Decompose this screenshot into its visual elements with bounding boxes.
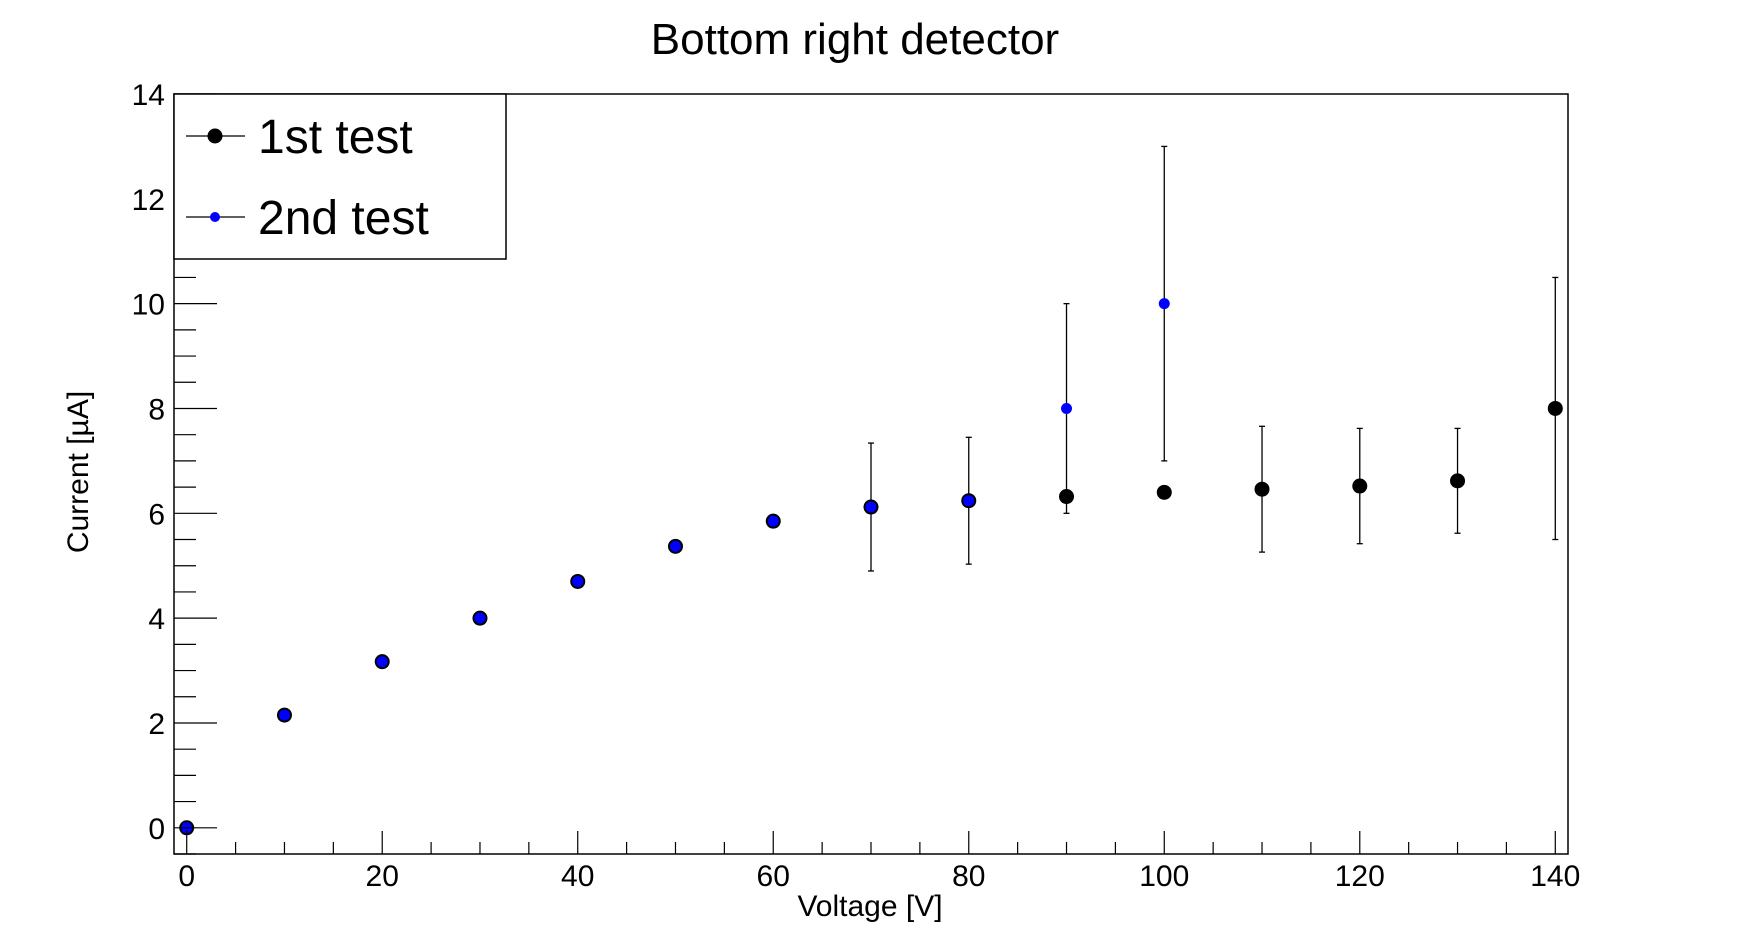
data-point-1st-test	[1352, 478, 1368, 494]
plot-marks	[179, 145, 1563, 836]
x-tick-label: 140	[1530, 860, 1580, 893]
y-tick-label: 0	[148, 813, 165, 846]
data-point-1st-test	[1156, 484, 1172, 500]
data-point-2nd-test	[278, 709, 290, 721]
x-tick-label: 80	[952, 860, 985, 893]
legend-label-2nd-test: 2nd test	[258, 192, 429, 245]
chart-title: Bottom right detector	[651, 15, 1059, 64]
y-tick-label: 2	[148, 708, 165, 741]
data-point-1st-test	[1450, 473, 1466, 489]
x-tick-label: 20	[366, 860, 399, 893]
y-tick-label: 12	[132, 184, 165, 217]
data-point-2nd-test	[572, 575, 584, 587]
legend: 1st test 2nd test	[173, 93, 507, 260]
y-tick-label: 8	[148, 393, 165, 426]
x-tick-label: 40	[561, 860, 594, 893]
data-point-1st-test	[1547, 400, 1563, 416]
x-tick-label: 60	[757, 860, 790, 893]
data-point-2nd-test	[474, 612, 486, 624]
data-point-2nd-test	[376, 656, 388, 668]
data-point-2nd-test	[669, 540, 681, 552]
data-point-2nd-test	[865, 501, 877, 513]
y-tick-label: 6	[148, 498, 165, 531]
x-axis-title: Voltage [V]	[797, 890, 942, 923]
data-point-1st-test	[1254, 481, 1270, 497]
y-tick-label: 4	[148, 603, 165, 636]
data-point-2nd-test	[767, 515, 779, 527]
data-point-2nd-test	[963, 495, 975, 507]
y-axis-title: Current [µA]	[62, 391, 95, 553]
legend-marker-1st-test	[207, 128, 223, 144]
x-tick-label: 120	[1335, 860, 1385, 893]
legend-label-1st-test: 1st test	[258, 111, 413, 164]
y-tick-label: 10	[132, 289, 165, 322]
x-tick-label: 100	[1139, 860, 1189, 893]
data-point-2nd-test	[1061, 402, 1073, 414]
x-tick-label: 0	[178, 860, 195, 893]
legend-marker-2nd-test	[210, 212, 220, 222]
legend-box	[173, 93, 507, 260]
data-point-2nd-test	[1158, 298, 1170, 310]
y-tick-label: 14	[132, 79, 165, 112]
